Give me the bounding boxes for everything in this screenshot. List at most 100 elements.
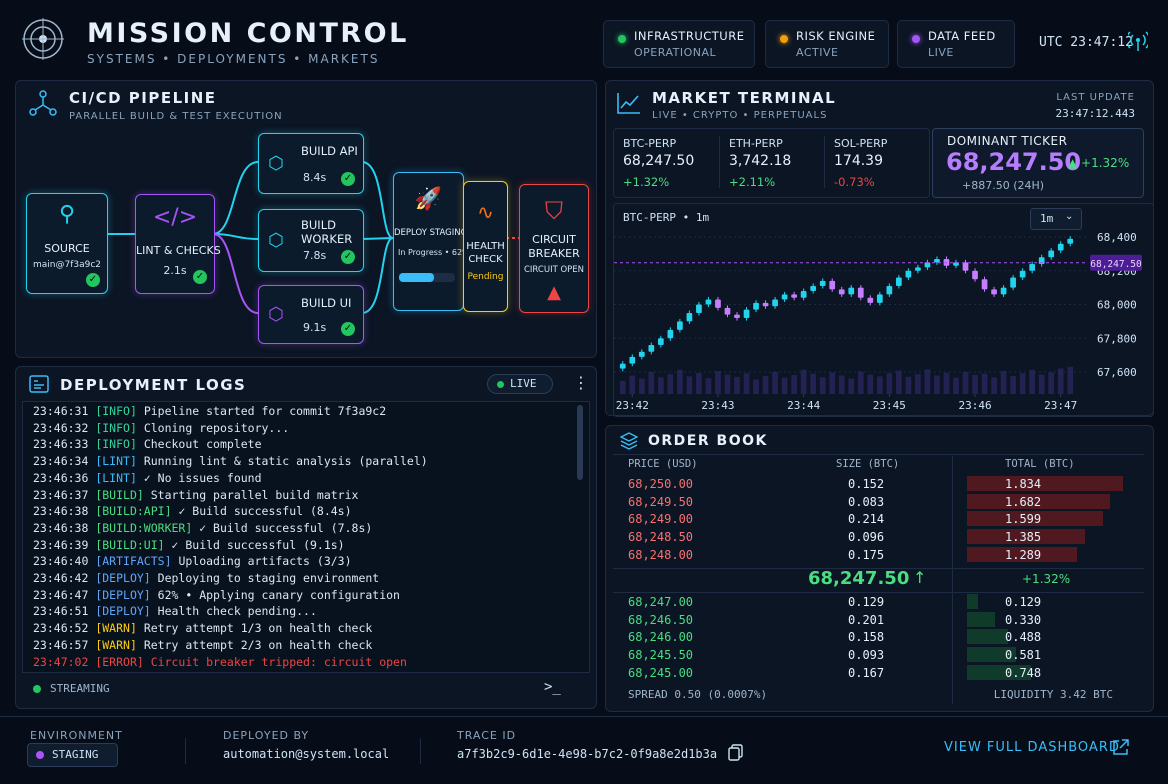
volume-bar (743, 373, 750, 394)
check-icon: ✓ (341, 322, 355, 336)
copy-button[interactable] (728, 744, 744, 761)
volume-bar (1029, 369, 1036, 394)
log-tag: [DEPLOY] (95, 587, 151, 602)
node-detail: In Progress • 62% (398, 248, 470, 257)
dominant-change: ▲ +1.32% (1068, 156, 1130, 170)
orderbook-icon (620, 432, 638, 450)
menu-button[interactable]: ⋮ (573, 373, 589, 392)
spread: SPREAD 0.50 (0.0007%) (628, 688, 768, 701)
candle-body (1057, 243, 1064, 251)
candle-body (629, 356, 636, 364)
depth-bar (967, 611, 996, 627)
volume-bar (724, 374, 731, 394)
env-dot (36, 751, 44, 759)
log-tag: [BUILD:API] (95, 504, 172, 519)
volume-bar (734, 376, 740, 394)
candle-body (981, 279, 988, 290)
pipeline-icon (29, 90, 57, 116)
stream-status: STREAMING (50, 682, 110, 695)
order-size: 0.158 (848, 630, 885, 645)
node-icon: ⚲ (58, 202, 76, 227)
divider (824, 136, 825, 188)
stream-dot (33, 685, 41, 693)
node-icon: ⛉ (545, 197, 563, 225)
node-icon: ⬡ (268, 303, 284, 325)
order-size: 0.214 (848, 512, 885, 527)
external-icon (1113, 739, 1129, 755)
log-tag: [DEPLOY] (95, 571, 151, 585)
order-total: 0.330 (1005, 612, 1042, 627)
log-text: Pipeline started for commit 7f3a9c2 (143, 404, 387, 418)
volume-bar (800, 369, 807, 394)
divider (719, 136, 720, 188)
status-dot (912, 35, 920, 43)
dominant-price: 68,247.50 (946, 148, 1082, 176)
depth-bar (967, 664, 1031, 680)
candle-body (743, 309, 750, 319)
trace-label: TRACE ID (457, 729, 517, 742)
order-price: 68,245.50 (628, 648, 694, 663)
log-line: 23:46:36 [LINT] ✓ No issues found (33, 471, 262, 485)
mid-price: 68,247.50 (808, 568, 910, 589)
depth-bar (967, 594, 978, 609)
panel-title: MARKET TERMINAL (652, 89, 837, 107)
order-total: 0.488 (1005, 630, 1042, 645)
volume-bar (953, 377, 959, 394)
deployed-by: automation@system.local (223, 747, 390, 761)
order-total: 1.289 (1005, 547, 1042, 562)
chart-title: BTC-PERP • 1m (623, 211, 710, 224)
x-tick-label: 23:43 (701, 399, 734, 412)
check-icon: ✓ (193, 270, 207, 284)
terminal-button[interactable]: >_ (544, 679, 561, 695)
volume-bar (943, 372, 950, 394)
log-line: 23:46:52 [WARN] Retry attempt 1/3 on hea… (33, 621, 372, 635)
order-total: 0.748 (1005, 665, 1042, 680)
log-line: 23:46:31 [INFO] Pipeline started for com… (33, 404, 386, 418)
volume-bar (876, 376, 883, 394)
volume-bar (762, 375, 769, 394)
order-total: 1.682 (1005, 494, 1042, 509)
interval-select[interactable]: 1m ⌄ (1030, 208, 1082, 230)
env-label: ENVIRONMENT (30, 729, 123, 742)
node-label: BUILD API (301, 144, 358, 158)
pipeline-node: 🚀 DEPLOY STAGING In Progress • 62% (393, 172, 470, 311)
log-time: 23:46:33 (33, 437, 89, 452)
logs-icon (29, 375, 49, 393)
x-tick-label: 23:44 (787, 399, 820, 412)
column-header: SIZE (BTC) (836, 458, 900, 470)
log-tag: [INFO] (95, 437, 137, 452)
log-tag: [LINT] (95, 454, 137, 469)
volume-bar (905, 376, 912, 394)
ticker-name: SOL-PERP (834, 137, 888, 150)
candle-body (686, 312, 693, 322)
deployed-label: DEPLOYED BY (223, 729, 310, 742)
candle-body (648, 345, 655, 352)
log-line: 23:46:37 [BUILD] Starting parallel build… (33, 488, 358, 502)
dashboard-link[interactable]: VIEW FULL DASHBOARD (944, 740, 1120, 755)
log-time: 23:46:36 (33, 470, 89, 485)
warn-icon: ▲ (547, 282, 561, 303)
log-text: 62% • Applying canary configuration (157, 587, 400, 602)
dominant-change-value: +1.32% (1081, 156, 1130, 170)
footer-divider (0, 716, 1168, 717)
volume-bar (677, 369, 683, 394)
env-pill: STAGING (27, 743, 118, 767)
node-label: BUILD WORKER (301, 218, 353, 246)
env-value: STAGING (52, 748, 99, 761)
log-tag: [ERROR] (95, 654, 144, 669)
candle-body (915, 267, 921, 271)
volume-bar (753, 379, 759, 394)
log-text: Retry attempt 2/3 on health check (143, 637, 373, 652)
order-size: 0.096 (848, 530, 885, 545)
log-tag: [WARN] (95, 621, 137, 636)
log-text: Starting parallel build matrix (150, 487, 359, 502)
volume-bar (1048, 372, 1055, 394)
volume-bar (962, 372, 969, 394)
divider (185, 738, 186, 764)
divider (420, 738, 421, 764)
depth-bar (967, 511, 1103, 527)
panel-title: DEPLOYMENT LOGS (60, 376, 247, 394)
panel-title: ORDER BOOK (648, 433, 768, 449)
log-time: 23:46:38 (33, 520, 89, 535)
live-badge: LIVE (487, 374, 553, 394)
